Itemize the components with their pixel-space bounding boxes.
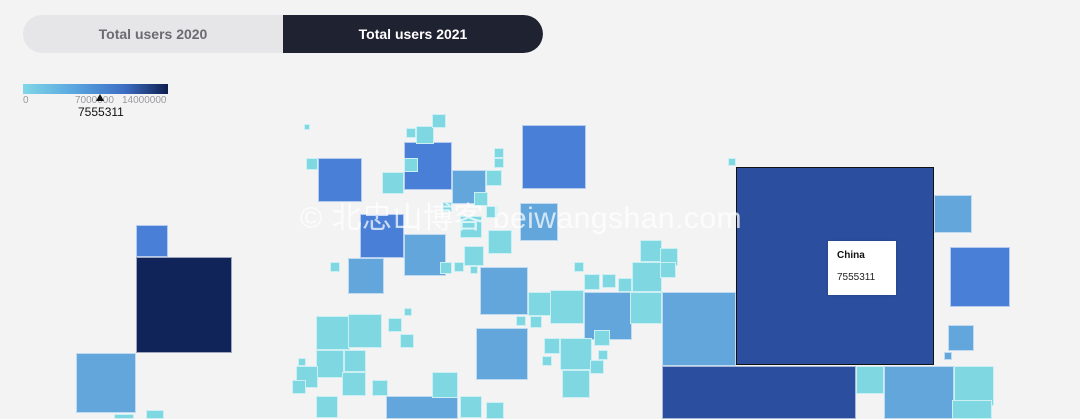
country-cell[interactable] (494, 158, 504, 168)
country-cell[interactable] (404, 158, 418, 172)
country-cell[interactable] (948, 325, 974, 351)
year-toggle[interactable]: Total users 2020 Total users 2021 (23, 15, 543, 53)
country-cell[interactable] (136, 257, 232, 353)
country-cell[interactable] (480, 267, 528, 315)
tooltip-country: China (837, 250, 865, 261)
country-cell[interactable] (76, 353, 136, 413)
country-cell[interactable] (944, 352, 952, 360)
country-cell[interactable] (342, 372, 366, 396)
country-cell[interactable] (316, 316, 350, 350)
country-cell[interactable] (400, 334, 414, 348)
country-cell[interactable] (856, 366, 884, 394)
country-cell[interactable] (544, 338, 560, 354)
country-cell[interactable] (344, 350, 366, 372)
toggle-2021-button[interactable]: Total users 2021 (283, 15, 543, 53)
country-cell[interactable] (372, 380, 388, 396)
country-cell[interactable] (590, 360, 604, 374)
country-cell[interactable] (522, 125, 586, 189)
country-cell[interactable] (360, 214, 404, 258)
country-cell[interactable] (602, 274, 616, 288)
country-cell[interactable] (114, 414, 134, 419)
country-cell[interactable] (406, 128, 416, 138)
legend-tick-max: 14000000 (122, 95, 167, 106)
country-cell[interactable] (454, 262, 464, 272)
legend-marker-icon (96, 94, 104, 101)
legend-gradient-bar (23, 84, 168, 94)
country-cell[interactable] (304, 124, 310, 130)
country-cell[interactable] (464, 246, 484, 266)
country-cell[interactable] (136, 225, 168, 257)
country-cell[interactable] (146, 410, 164, 419)
country-cell[interactable] (404, 308, 412, 316)
country-cell[interactable] (562, 370, 590, 398)
country-cell[interactable] (632, 262, 662, 292)
country-cell[interactable] (416, 126, 434, 144)
country-cell[interactable] (584, 274, 600, 290)
country-cell[interactable] (432, 372, 458, 398)
country-cell[interactable] (292, 380, 306, 394)
country-cell[interactable] (630, 292, 662, 324)
country-cell[interactable] (486, 170, 502, 186)
legend-tick-min: 0 (23, 95, 29, 106)
country-cell[interactable] (330, 262, 340, 272)
country-cell[interactable] (460, 216, 482, 238)
country-cell[interactable] (470, 266, 478, 274)
country-cell[interactable] (640, 240, 662, 262)
country-cell[interactable] (550, 290, 584, 324)
country-cell[interactable] (952, 400, 992, 419)
country-cell[interactable] (388, 318, 402, 332)
country-cell[interactable] (316, 350, 344, 378)
tooltip-value: 7555311 (837, 272, 876, 283)
legend-tick-mid: 7000000 (75, 95, 114, 106)
country-cell[interactable] (950, 247, 1010, 307)
country-cell[interactable] (494, 148, 504, 158)
country-tooltip: China 7555311 (828, 241, 896, 295)
country-cell[interactable] (528, 292, 552, 316)
country-cell[interactable] (318, 158, 362, 202)
country-cell[interactable] (306, 158, 318, 170)
country-cell[interactable] (574, 262, 584, 272)
country-cell[interactable] (542, 356, 552, 366)
country-cell[interactable] (516, 316, 526, 326)
country-cell[interactable] (530, 316, 542, 328)
legend-marker-value: 7555311 (78, 105, 124, 119)
country-cell[interactable] (486, 402, 504, 419)
country-cell[interactable] (594, 330, 610, 346)
country-cell[interactable] (348, 314, 382, 348)
color-legend: 0 7000000 14000000 7555311 (23, 84, 168, 119)
country-cell[interactable] (954, 366, 994, 406)
country-cell[interactable] (348, 258, 384, 294)
country-cell[interactable] (316, 396, 338, 418)
country-cell[interactable] (474, 192, 488, 206)
country-cell[interactable] (442, 202, 452, 212)
country-cell[interactable] (432, 114, 446, 128)
country-cell[interactable] (598, 350, 608, 360)
country-cell[interactable] (728, 158, 736, 166)
country-cell[interactable] (662, 292, 736, 366)
country-cell[interactable] (298, 358, 306, 366)
country-cell[interactable] (934, 195, 972, 233)
country-cell[interactable] (560, 338, 592, 370)
country-cell[interactable] (660, 262, 676, 278)
country-cell[interactable] (662, 366, 856, 419)
country-cell[interactable] (404, 234, 446, 276)
country-cell[interactable] (486, 206, 498, 218)
toggle-2020-button[interactable]: Total users 2020 (98, 26, 208, 42)
country-cell[interactable] (460, 396, 482, 418)
country-cell[interactable] (476, 328, 528, 380)
country-cell[interactable] (884, 366, 954, 419)
country-cell[interactable] (440, 262, 452, 274)
country-cell[interactable] (386, 396, 458, 419)
legend-ticks: 0 7000000 14000000 (23, 95, 168, 107)
country-cell[interactable] (520, 203, 558, 241)
country-cell[interactable] (618, 278, 632, 292)
country-cell[interactable] (488, 230, 512, 254)
country-cell[interactable] (382, 172, 404, 194)
